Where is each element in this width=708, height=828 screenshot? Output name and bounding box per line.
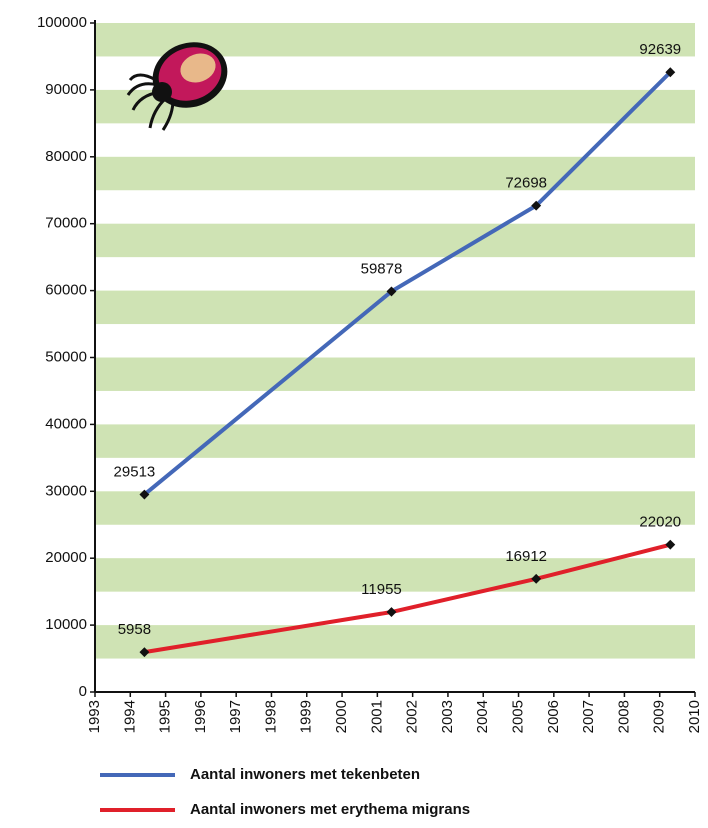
x-tick-label: 1994: [121, 700, 138, 733]
grid-band: [95, 223, 695, 258]
y-tick-label: 50000: [45, 348, 87, 365]
legend-text: Aantal inwoners met tekenbeten: [190, 766, 420, 783]
y-tick-label: 30000: [45, 482, 87, 499]
x-tick-label: 2006: [545, 700, 562, 733]
series-line: [143, 70, 672, 497]
y-tick-label: 70000: [45, 215, 87, 232]
x-tick-label: 2007: [580, 700, 597, 733]
x-tick-label: 2003: [439, 700, 456, 733]
x-tick-label: 1993: [86, 700, 103, 733]
grid-band: [95, 625, 695, 659]
tick-icon: [126, 42, 228, 131]
data-label: 92639: [639, 41, 681, 58]
series-line: [144, 542, 671, 655]
grid-band: [95, 491, 695, 525]
x-tick-label: 2002: [404, 700, 421, 733]
grid-band: [95, 357, 695, 391]
x-tick-label: 1999: [298, 700, 315, 733]
point-marker: [386, 286, 397, 297]
point-marker: [665, 67, 676, 78]
point-marker: [386, 607, 397, 617]
data-label: 11955: [361, 581, 402, 598]
x-tick-label: 1998: [262, 700, 279, 733]
x-tick-label: 1997: [227, 700, 244, 733]
x-tick-label: 2010: [686, 700, 703, 733]
y-tick-label: 100000: [37, 14, 87, 31]
y-tick-label: 80000: [45, 148, 87, 165]
data-label: 16912: [505, 548, 547, 565]
y-tick-label: 40000: [45, 415, 87, 432]
x-tick-label: 2001: [368, 700, 385, 733]
data-label: 29513: [114, 464, 156, 481]
point-marker: [139, 647, 150, 658]
x-tick-label: 2005: [509, 700, 526, 733]
grid-band: [95, 290, 695, 325]
x-tick-label: 1995: [157, 700, 174, 733]
x-tick-label: 2009: [651, 700, 668, 733]
data-label: 5958: [118, 621, 151, 638]
data-label: 59878: [361, 260, 403, 277]
x-tick-label: 2000: [333, 700, 350, 733]
grid-band: [95, 156, 695, 191]
x-tick-label: 1996: [192, 700, 209, 733]
x-tick-label: 2008: [615, 700, 632, 733]
data-label: 22020: [639, 514, 681, 531]
point-marker: [665, 539, 676, 550]
point-marker: [139, 489, 150, 500]
y-tick-label: 90000: [45, 81, 87, 98]
y-tick-label: 10000: [45, 616, 87, 633]
legend-text: Aantal inwoners met erythema migrans: [190, 801, 470, 818]
y-tick-label: 60000: [45, 282, 87, 299]
point-marker: [531, 200, 542, 211]
y-tick-label: 0: [79, 683, 87, 700]
grid-band: [95, 424, 695, 458]
x-tick-label: 2004: [474, 700, 491, 733]
data-label: 72698: [505, 175, 547, 192]
point-marker: [531, 573, 542, 584]
y-tick-label: 20000: [45, 549, 87, 566]
